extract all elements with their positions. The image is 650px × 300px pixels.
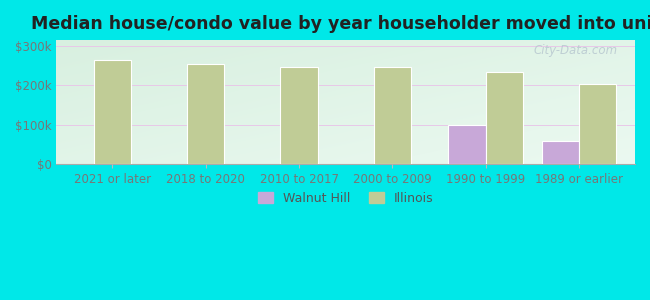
Bar: [486, 72, 523, 164]
Bar: [94, 60, 131, 164]
Bar: [579, 84, 616, 164]
Bar: [187, 64, 224, 164]
Legend: Walnut Hill, Illinois: Walnut Hill, Illinois: [253, 187, 439, 210]
Title: Median house/condo value by year householder moved into unit: Median house/condo value by year househo…: [31, 15, 650, 33]
Bar: [448, 125, 486, 164]
Text: City-Data.com: City-Data.com: [534, 44, 618, 57]
Bar: [374, 67, 411, 164]
Bar: [541, 141, 579, 164]
Bar: [280, 67, 318, 164]
